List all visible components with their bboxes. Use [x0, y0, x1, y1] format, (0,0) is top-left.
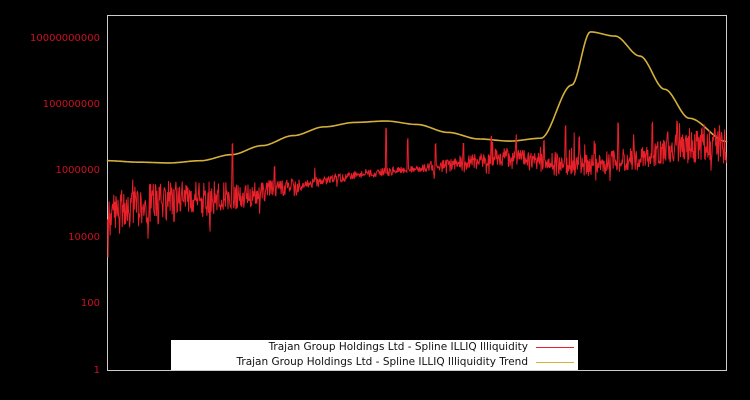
- axes-frame: [107, 15, 727, 371]
- legend-label-illiquidity: Trajan Group Holdings Ltd - Spline ILLIQ…: [268, 341, 528, 353]
- y-tick-label: 10000000000: [30, 32, 100, 44]
- y-tick-label: 100: [80, 298, 100, 310]
- legend-item-illiquidity: Trajan Group Holdings Ltd - Spline ILLIQ…: [171, 340, 578, 355]
- illiquidity-line: [107, 120, 727, 258]
- legend-item-illiquidity-trend: Trajan Group Holdings Ltd - Spline ILLIQ…: [171, 355, 578, 370]
- chart-legend: Trajan Group Holdings Ltd - Spline ILLIQ…: [171, 340, 578, 370]
- y-tick-label: 100000000: [42, 99, 100, 111]
- legend-swatch-illiquidity: [536, 347, 574, 348]
- y-tick-label: 10000: [68, 231, 100, 243]
- series-illiq-raw: [107, 120, 727, 258]
- y-tick-label: 1000000: [55, 165, 100, 177]
- y-tick-label: 1: [93, 364, 100, 376]
- legend-label-illiquidity-trend: Trajan Group Holdings Ltd - Spline ILLIQ…: [236, 356, 529, 368]
- trend-line: [106, 31, 728, 164]
- series-illiq-trend: [106, 31, 728, 164]
- legend-swatch-illiquidity-trend: [536, 362, 574, 363]
